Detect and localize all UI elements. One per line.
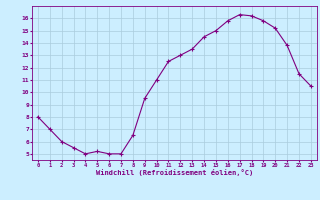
X-axis label: Windchill (Refroidissement éolien,°C): Windchill (Refroidissement éolien,°C)	[96, 169, 253, 176]
